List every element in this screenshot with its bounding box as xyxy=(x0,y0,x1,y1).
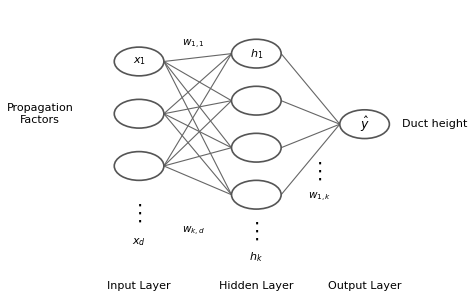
Text: $\cdot$: $\cdot$ xyxy=(136,211,142,230)
Text: $x_1$: $x_1$ xyxy=(133,56,146,67)
Text: Propagation
Factors: Propagation Factors xyxy=(7,103,73,125)
Text: $w_{k,d}$: $w_{k,d}$ xyxy=(182,225,205,238)
Text: $\cdot$: $\cdot$ xyxy=(317,170,322,189)
Text: Output Layer: Output Layer xyxy=(328,281,401,291)
Text: $x_d$: $x_d$ xyxy=(132,236,146,248)
Text: Hidden Layer: Hidden Layer xyxy=(219,281,293,291)
Text: $\cdot$: $\cdot$ xyxy=(317,162,322,181)
Circle shape xyxy=(231,180,281,209)
Text: Input Layer: Input Layer xyxy=(107,281,171,291)
Text: $w_{1,k}$: $w_{1,k}$ xyxy=(308,191,331,204)
Text: Duct height: Duct height xyxy=(402,119,467,129)
Circle shape xyxy=(231,39,281,68)
Text: $\cdot$: $\cdot$ xyxy=(136,204,142,223)
Circle shape xyxy=(231,133,281,162)
Text: $\cdot$: $\cdot$ xyxy=(136,196,142,215)
Circle shape xyxy=(231,86,281,115)
Text: $\hat{y}$: $\hat{y}$ xyxy=(360,115,370,134)
Circle shape xyxy=(114,99,164,128)
Circle shape xyxy=(340,110,389,139)
Text: $\cdot$: $\cdot$ xyxy=(253,230,259,249)
Text: $\cdot$: $\cdot$ xyxy=(317,154,322,173)
Text: $w_{1,1}$: $w_{1,1}$ xyxy=(182,38,205,51)
Text: $h_1$: $h_1$ xyxy=(250,47,263,60)
Circle shape xyxy=(114,152,164,180)
Text: $\cdot$: $\cdot$ xyxy=(253,214,259,233)
Text: $h_k$: $h_k$ xyxy=(249,251,263,264)
Circle shape xyxy=(114,47,164,76)
Text: $\cdot$: $\cdot$ xyxy=(253,222,259,241)
